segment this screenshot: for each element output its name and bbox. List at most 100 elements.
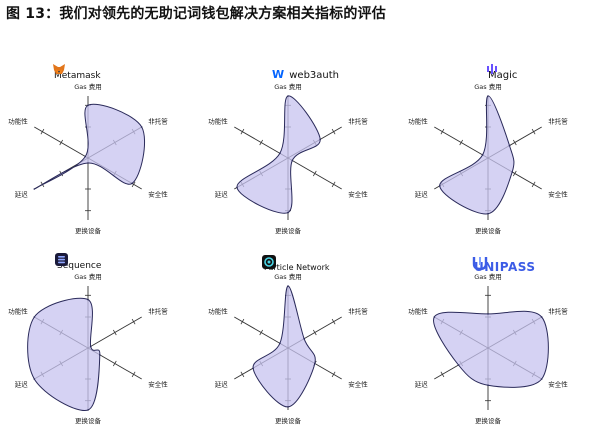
axis-tick [331,181,336,188]
axis-tick [112,360,117,367]
axis-tick [440,371,445,378]
radar-point [287,285,289,287]
radar-shape [252,285,316,408]
radar-point [319,138,321,141]
radar-point [99,354,101,356]
page-title: 图 13：我们对领先的无助记词钱包解决方案相关指标的评估 [6,6,386,22]
axis-tick [240,371,245,378]
axis-tick [240,128,245,135]
axis-label: 更换设备 [275,416,302,425]
radar-point [279,342,281,345]
figure: 图 13：我们对领先的无助记词钱包解决方案相关指标的评估 Metamask Ga… [0,6,600,425]
axis-label: 非托管 [548,117,568,126]
axis-tick [131,318,136,325]
radar-point [487,213,489,215]
radar-shape [236,95,321,214]
radar-point [438,185,441,187]
axis-label: 非托管 [148,307,168,316]
radar-point [287,211,289,214]
brand-metamask: Metamask [52,63,101,82]
brand-magic: Magic [486,63,517,82]
axis-tick [531,128,536,135]
axis-tick [40,128,45,135]
brand-unipass: UNIPASS [472,256,535,275]
brand-sequence: Sequence [55,253,101,272]
radar-point [487,384,489,386]
radar-point [481,154,484,156]
axis-label: 非托管 [348,307,368,316]
radar-shape [27,297,101,411]
axis-label: 延迟 [15,380,29,389]
radar-panel-particle-network: Particle Network Gas 费用 非托管 安全性 更换设备 延迟 功能性 [200,240,400,440]
brand-label: web3auth [289,70,339,81]
axis-label: 安全性 [348,190,368,199]
axis-tick [440,128,445,135]
radar-point [511,171,513,173]
axis-label: 更换设备 [75,416,102,425]
radar-point [87,409,89,411]
radar-point [140,126,143,128]
axis-tick [331,318,336,325]
axis-label: 功能性 [408,307,428,316]
radar-panel-metamask: Metamask Gas 费用 非托管 安全性 更换设备 延迟 功能性 [0,50,200,250]
radar-point [487,95,489,97]
axis-label: Gas 费用 [74,272,101,281]
axis-label: 安全性 [548,380,568,389]
particle-network-icon [262,255,276,269]
axis-tick [512,170,517,177]
radar-point [252,367,254,369]
unipass-u-icon [472,257,488,270]
axis-tick [312,170,317,177]
axis-label: Gas 费用 [74,82,101,91]
radar-point [487,313,489,315]
radar-point [279,152,281,155]
axis-label: 非托管 [348,117,368,126]
axis-label: 非托管 [548,307,568,316]
radar-point [131,182,133,185]
axis-label: 功能性 [8,117,28,126]
radar-point [314,362,316,365]
brand-label: UNIPASS [474,260,536,274]
radar-panel-unipass: UNIPASS Gas 费用非托管安全性更换设备 延迟 功能性 [400,240,600,440]
axis-label: Gas 费用 [474,272,501,281]
radar-shape [33,103,146,190]
axis-label: 非托管 [148,117,168,126]
axis-tick [240,318,245,325]
axis-label: 安全性 [148,190,168,199]
axis-label: 安全性 [548,190,568,199]
axis-tick [259,139,264,146]
axis-label: 功能性 [208,307,228,316]
axis-label: 安全性 [348,380,368,389]
axis-tick [312,329,317,336]
radar-point [291,159,294,162]
radar-shape [433,310,549,388]
axis-tick [459,139,464,146]
brand-particle-network: Particle Network [262,255,330,274]
axis-label: 更换设备 [475,416,502,425]
radar-point [33,378,36,380]
brand-label: Particle Network [264,263,330,272]
radar-panel-magic: Magic Gas 费用 非托管 安全性 更换设备 延迟 功能性 [400,50,600,250]
axis-label: Gas 费用 [474,82,501,91]
axis-label: 延迟 [415,380,429,389]
radar-point [236,186,238,189]
sequence-icon [55,253,68,266]
axis-tick [131,371,136,378]
axis-label: 功能性 [408,117,428,126]
brand-label: Sequence [57,261,102,271]
radar-point [87,298,89,301]
axis-label: 延迟 [215,190,229,199]
axis-label: Gas 费用 [274,272,301,281]
radar-point [287,406,289,408]
radar-point [89,345,92,348]
axis-label: 更换设备 [275,226,302,235]
axis-label: Gas 费用 [274,82,301,91]
axis-tick [59,139,64,146]
axis-label: 更换设备 [75,226,102,235]
axis-label: 更换设备 [475,226,502,235]
radar-point [87,104,89,107]
